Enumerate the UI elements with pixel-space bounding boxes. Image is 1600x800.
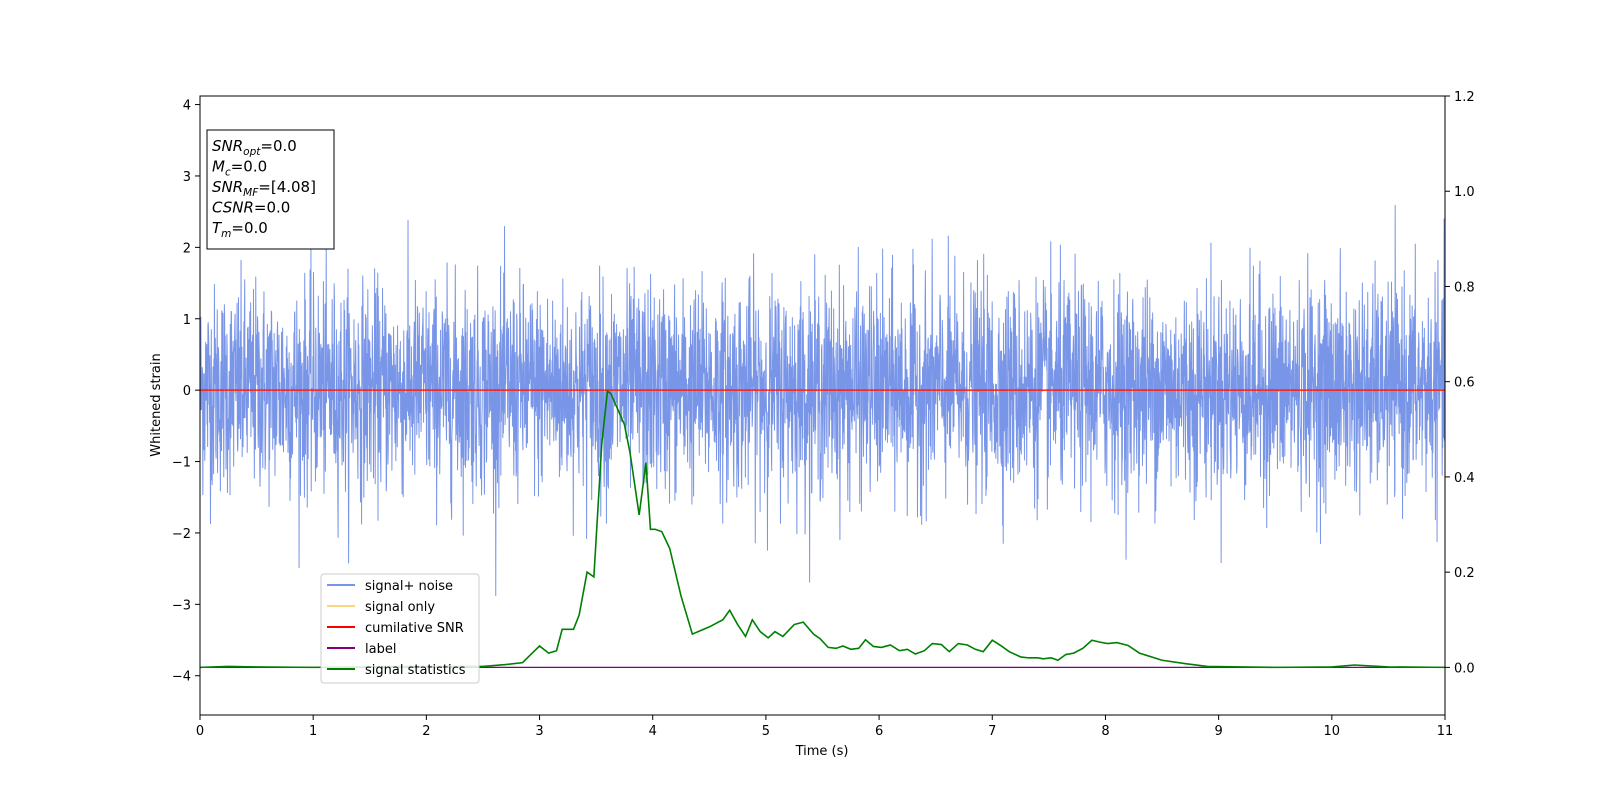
info-subscript: c [225,167,231,179]
y-tick-label: 0 [183,384,191,399]
y-tick-label: 2 [183,241,191,256]
x-tick-label: 4 [649,724,657,739]
info-subscript: opt [243,146,261,158]
y-tick-label: −2 [172,527,191,542]
info-box: SNRopt=0.0Mc=0.0SNRMF=[4.08]CSNR=0.0Tm=0… [206,129,335,250]
legend-label-signal-statistics: signal statistics [365,663,466,678]
x-axis-label: Time (s) [795,744,849,759]
info-box-frame [206,129,335,250]
x-tick-label: 9 [1214,724,1222,739]
x-tick-label: 10 [1324,724,1341,739]
y2-axis-ticks: 0.0 0.2 0.4 0.6 0.8 1.0 1.2 [1445,90,1475,676]
info-value: =[4.08] [258,178,316,196]
y2-tick-label: 1.2 [1454,90,1475,105]
info-symbol: M [212,158,225,176]
y-axis-ticks: −4 −3 −2 −1 0 1 2 3 4 [172,99,200,685]
info-box-line: CSNR=0.0 [212,199,290,217]
info-value: =0.0 [260,137,296,155]
info-box-line: Mc=0.0 [212,158,267,179]
info-subscript: m [221,228,231,240]
legend-label-label: label [365,642,396,657]
y-tick-label: −1 [172,456,191,471]
plot-frame [199,95,1446,716]
y-tick-label: 1 [183,313,191,328]
y-tick-label: −3 [172,598,191,613]
legend-label-cumilative-snr: cumilative SNR [365,621,464,636]
info-symbol: SNR [212,178,243,196]
legend-label-signal-noise: signal+ noise [365,579,453,594]
series-line-signal-statistics [200,389,1445,669]
info-symbol: CSNR [212,199,254,217]
x-tick-label: 0 [196,724,204,739]
legend-label-signal-only: signal only [365,600,435,615]
x-axis-ticks: 0 1 2 3 4 5 6 7 8 9 10 11 [196,715,1453,739]
x-tick-label: 5 [762,724,770,739]
x-tick-label: 11 [1437,724,1454,739]
y-tick-label: 3 [183,170,191,185]
info-subscript: MF [243,187,259,199]
info-box-line: SNRMF=[4.08] [212,178,316,199]
y2-tick-label: 0.2 [1454,566,1475,581]
legend-frame [320,573,480,684]
legend: signal+ noise signal only cumilative SNR la… [320,573,480,684]
series-signal-noise [200,205,1445,596]
y2-tick-label: 0.6 [1454,376,1475,391]
info-value: =0.0 [254,199,290,217]
x-tick-label: 3 [535,724,543,739]
info-symbol: SNR [212,137,243,155]
info-box-line: Tm=0.0 [212,219,268,240]
y2-tick-label: 0.8 [1454,280,1475,295]
info-box-line: SNRopt=0.0 [212,137,297,158]
series-line-signal-noise [200,205,1445,596]
y-tick-label: 4 [183,99,191,114]
info-value: =0.0 [231,219,267,237]
y2-tick-label: 0.4 [1454,471,1475,486]
x-tick-label: 8 [1101,724,1109,739]
info-symbol: T [212,219,223,237]
y2-tick-label: 0.0 [1454,661,1475,676]
x-tick-label: 6 [875,724,883,739]
x-tick-label: 2 [422,724,430,739]
x-tick-label: 7 [988,724,996,739]
y2-tick-label: 1.0 [1454,185,1475,200]
x-tick-label: 1 [309,724,317,739]
info-value: =0.0 [231,158,267,176]
y-axis-label: Whitened strain [149,353,164,456]
y-tick-label: −4 [172,670,191,685]
